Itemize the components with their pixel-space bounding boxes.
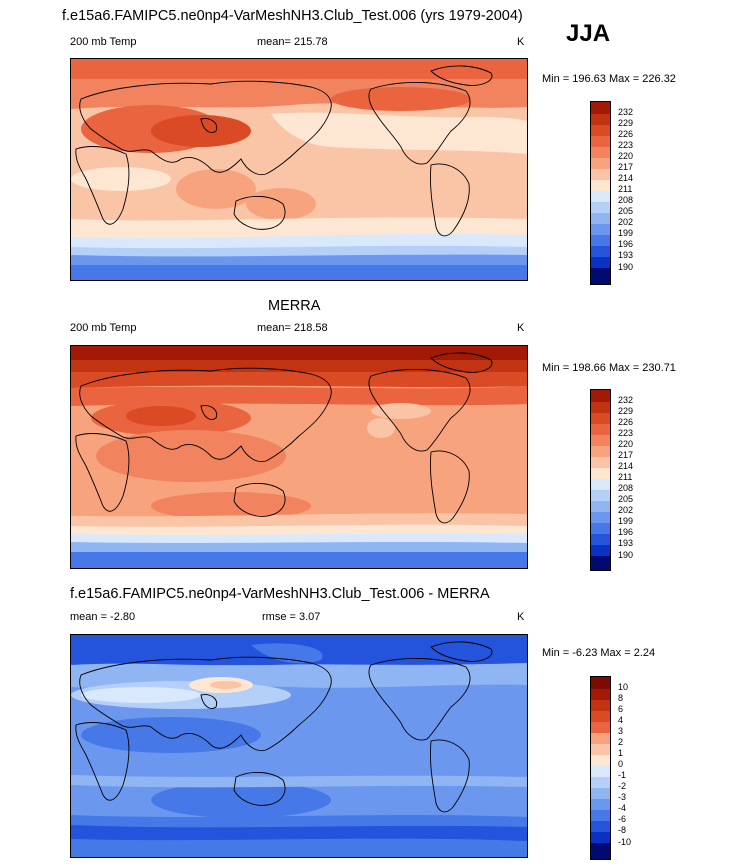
cbar1-label: 211 [618, 184, 633, 194]
cbar2-label: 208 [618, 483, 634, 493]
cbar1-label: 196 [618, 239, 634, 249]
cbar3-label: -1 [618, 770, 627, 780]
cbar3-label: 1 [618, 748, 624, 758]
cbar3-label: 0 [618, 759, 624, 769]
cbar2-label: 217 [618, 450, 634, 460]
cbar3-label: 8 [618, 693, 624, 703]
cbar2-label: 214 [618, 461, 634, 471]
cbar3-label: -10 [618, 837, 632, 847]
panel3-minmax-label: Min = -6.23 Max = 2.24 [542, 647, 656, 659]
cbar3-label: 4 [618, 715, 624, 725]
cbar1-label: 193 [618, 250, 634, 260]
panel3-mean-label: mean = -2.80 [70, 611, 136, 623]
cbar1-label: 220 [618, 151, 634, 161]
cbar3-label: 6 [618, 704, 624, 714]
cbar2-label: 199 [618, 516, 634, 526]
cbar3-label: -4 [618, 803, 627, 813]
cbar2-label: 226 [618, 417, 634, 427]
cbar2-label: 223 [618, 428, 634, 438]
cbar1-label: 223 [618, 140, 634, 150]
cbar3-label: -2 [618, 781, 627, 791]
panel1-map [70, 58, 528, 281]
panel2-colorbar [590, 389, 611, 571]
panel1-variable-label: 200 mb Temp [70, 36, 137, 48]
panel3-rmse-label: rmse = 3.07 [262, 611, 321, 623]
cbar3-label: -6 [618, 814, 627, 824]
panel3-title: f.e15a6.FAMIPC5.ne0np4-VarMeshNH3.Club_T… [70, 586, 490, 602]
cbar1-label: 226 [618, 129, 634, 139]
cbar3-label: -3 [618, 792, 627, 802]
panel2-units-label: K [517, 322, 525, 334]
cbar2-label: 202 [618, 505, 634, 515]
cbar3-label: 10 [618, 682, 629, 692]
cbar2-label: 211 [618, 472, 633, 482]
cbar1-label: 232 [618, 107, 634, 117]
panel2-map [70, 345, 528, 569]
panel1-mean-label: mean= 215.78 [257, 36, 328, 48]
season-label: JJA [566, 20, 611, 47]
cbar2-label: 232 [618, 395, 634, 405]
panel1-colorbar [590, 101, 611, 285]
panel2-title: MERRA [268, 298, 321, 314]
cbar2-label: 220 [618, 439, 634, 449]
cbar1-label: 205 [618, 206, 634, 216]
cbar1-label: 208 [618, 195, 634, 205]
panel2-minmax-label: Min = 198.66 Max = 230.71 [542, 362, 676, 374]
cbar1-label: 190 [618, 262, 634, 272]
cbar1-label: 199 [618, 228, 634, 238]
panel3-units-label: K [517, 611, 525, 623]
cbar2-label: 196 [618, 527, 634, 537]
cbar1-label: 202 [618, 217, 634, 227]
cbar1-label: 229 [618, 118, 634, 128]
panel1-title: f.e15a6.FAMIPC5.ne0np4-VarMeshNH3.Club_T… [62, 8, 523, 24]
cbar3-label: 3 [618, 726, 624, 736]
cbar3-label: -8 [618, 825, 627, 835]
panel1-units-label: K [517, 36, 525, 48]
cbar2-label: 193 [618, 538, 634, 548]
panel3-colorbar [590, 676, 611, 860]
cbar2-label: 229 [618, 406, 634, 416]
panel2-mean-label: mean= 218.58 [257, 322, 328, 334]
cbar3-label: 2 [618, 737, 624, 747]
cbar1-label: 214 [618, 173, 634, 183]
cbar1-label: 217 [618, 162, 634, 172]
cbar2-label: 205 [618, 494, 634, 504]
panel3-map [70, 634, 528, 858]
panel2-variable-label: 200 mb Temp [70, 322, 137, 334]
cbar2-label: 190 [618, 550, 634, 560]
panel1-minmax-label: Min = 196.63 Max = 226.32 [542, 73, 676, 85]
